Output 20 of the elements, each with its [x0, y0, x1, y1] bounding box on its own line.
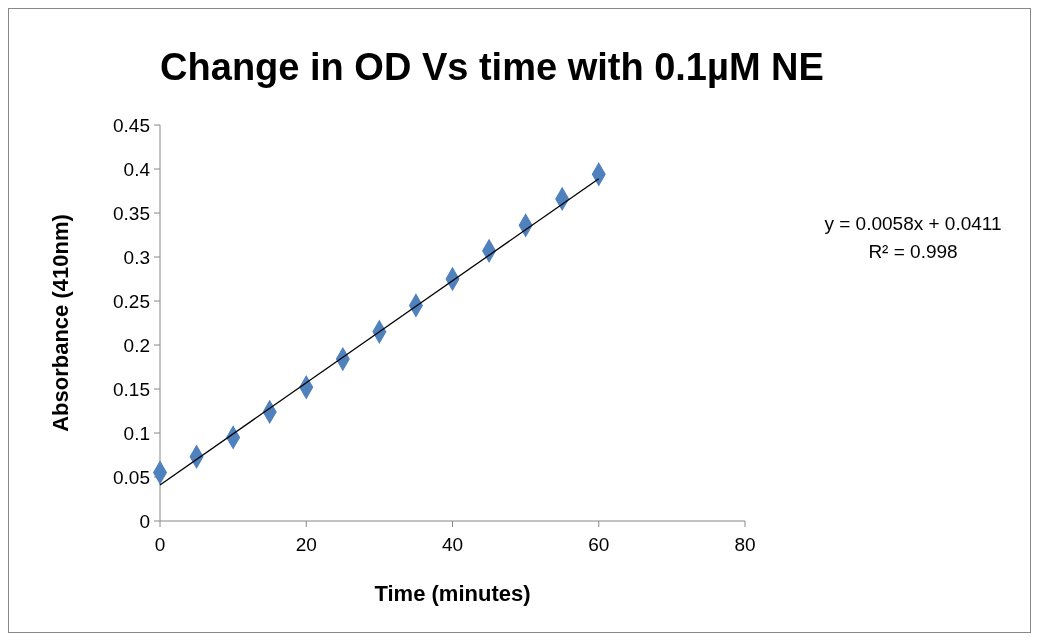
- y-tick-label: 0.1: [123, 422, 150, 444]
- y-tick-label: 0.05: [113, 466, 150, 488]
- y-tick-label: 0: [139, 510, 150, 532]
- x-axis-title: Time (minutes): [374, 581, 531, 606]
- y-tick-label: 0.25: [113, 290, 150, 312]
- y-tick-label: 0.2: [123, 334, 150, 356]
- y-tick-label: 0.4: [123, 158, 151, 180]
- text: y = 0.0058x + 0.0411: [824, 213, 1002, 234]
- chart-title: Change in OD Vs time with 0.1µM NE: [160, 46, 824, 88]
- x-tick-label: 40: [441, 534, 464, 555]
- text: R² = 0.998: [868, 241, 958, 262]
- y-axis-title: Absorbance (410nm): [48, 214, 73, 432]
- y-tick-label: 0.15: [113, 378, 150, 400]
- y-tick-label: 0.45: [113, 114, 150, 136]
- x-tick-label: 80: [734, 534, 756, 555]
- y-tick-label: 0.3: [123, 246, 150, 268]
- y-tick-label: 0.35: [113, 202, 150, 224]
- x-tick-label: 0: [154, 534, 166, 555]
- x-tick-label: 20: [295, 534, 317, 555]
- x-tick-label: 60: [588, 534, 610, 555]
